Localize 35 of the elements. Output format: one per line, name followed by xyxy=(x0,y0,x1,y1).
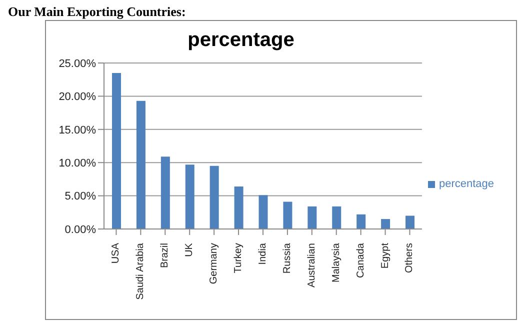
x-tick-label: Australian xyxy=(306,243,318,288)
x-tick-label: Saudi Arabia xyxy=(135,242,146,300)
x-tick-label: UK xyxy=(184,242,196,257)
x-tick-label: Germany xyxy=(208,243,220,284)
bar xyxy=(356,214,366,229)
y-tick-label: 15.00% xyxy=(58,124,96,136)
x-tick-label: Egypt xyxy=(380,242,391,269)
bar xyxy=(112,72,121,229)
y-tick-label: 20.00% xyxy=(58,91,96,104)
bar xyxy=(258,195,268,229)
x-tick-label: USA xyxy=(110,242,122,264)
x-tick-label: Brazil xyxy=(160,243,171,268)
bar xyxy=(308,206,317,229)
x-tick-label: Russia xyxy=(282,242,293,274)
text: Our Main Exporting Countries: xyxy=(8,4,187,20)
bar xyxy=(234,186,244,229)
y-tick-label: 5.00% xyxy=(64,190,96,203)
bar xyxy=(185,164,194,229)
bar xyxy=(405,216,414,229)
x-tick-label: Others xyxy=(404,243,416,274)
x-tick-label: India xyxy=(257,242,268,265)
bar xyxy=(381,219,390,229)
bar xyxy=(160,156,170,229)
legend-label: percentage xyxy=(438,178,494,190)
chart-title: percentage xyxy=(186,29,296,52)
bar xyxy=(136,100,146,229)
x-tick-label: Malaysia xyxy=(330,242,342,282)
y-tick-label: 25.00% xyxy=(58,58,96,70)
x-tick-label: Turkey xyxy=(233,243,244,274)
bar xyxy=(332,206,342,229)
y-tick-label: 10.00% xyxy=(58,158,96,170)
y-tick-label: 0.00% xyxy=(64,224,96,236)
x-tick-label: Canada xyxy=(355,242,366,278)
bar xyxy=(210,166,219,229)
bar xyxy=(283,202,292,229)
